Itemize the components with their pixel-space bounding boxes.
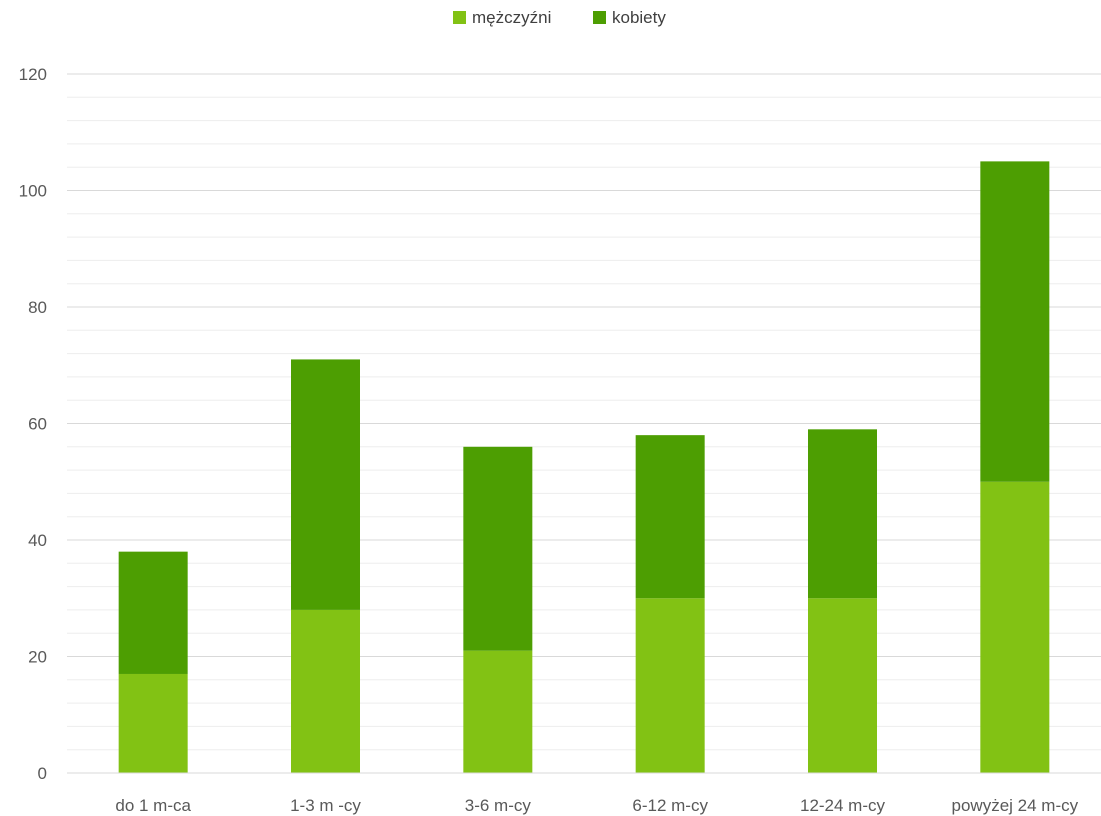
bar-men (291, 609, 360, 773)
legend: mężczyźni kobiety (453, 8, 666, 27)
y-tick-label: 40 (28, 531, 47, 550)
x-tick-label: 6-12 m-cy (632, 796, 708, 815)
gridlines (67, 73, 1101, 751)
bar-women (291, 359, 360, 610)
bar-women (463, 446, 533, 651)
bar-men (808, 598, 877, 773)
y-tick-label: 0 (38, 764, 47, 783)
bar-women (118, 551, 188, 674)
legend-swatch-men (453, 11, 466, 24)
y-tick-label: 100 (19, 182, 47, 201)
x-axis: do 1 m-ca 1-3 m -cy 3-6 m-cy 6-12 m-cy 12-24… (67, 772, 1101, 815)
legend-label-women: kobiety (612, 8, 666, 27)
y-tick-label: 80 (28, 298, 47, 317)
legend-swatch-women (593, 11, 606, 24)
x-tick-label: 3-6 m-cy (465, 796, 532, 815)
bar-men (463, 650, 533, 773)
legend-label-men: mężczyźni (472, 8, 551, 27)
bars (118, 161, 1050, 773)
bar-men (635, 598, 705, 773)
x-tick-label: 1-3 m -cy (290, 796, 361, 815)
bar-women (808, 429, 877, 599)
x-tick-label: do 1 m-ca (115, 796, 191, 815)
y-tick-label: 120 (19, 65, 47, 84)
x-tick-label: powyżej 24 m-cy (952, 796, 1079, 815)
y-tick-label: 60 (28, 415, 47, 434)
bar-men (980, 481, 1050, 773)
bar-women (635, 435, 705, 599)
x-tick-label: 12-24 m-cy (800, 796, 886, 815)
y-axis: 0 20 40 60 80 100 120 (19, 65, 47, 783)
bar-men (118, 673, 188, 773)
y-tick-label: 20 (28, 648, 47, 667)
bar-women (980, 161, 1050, 482)
